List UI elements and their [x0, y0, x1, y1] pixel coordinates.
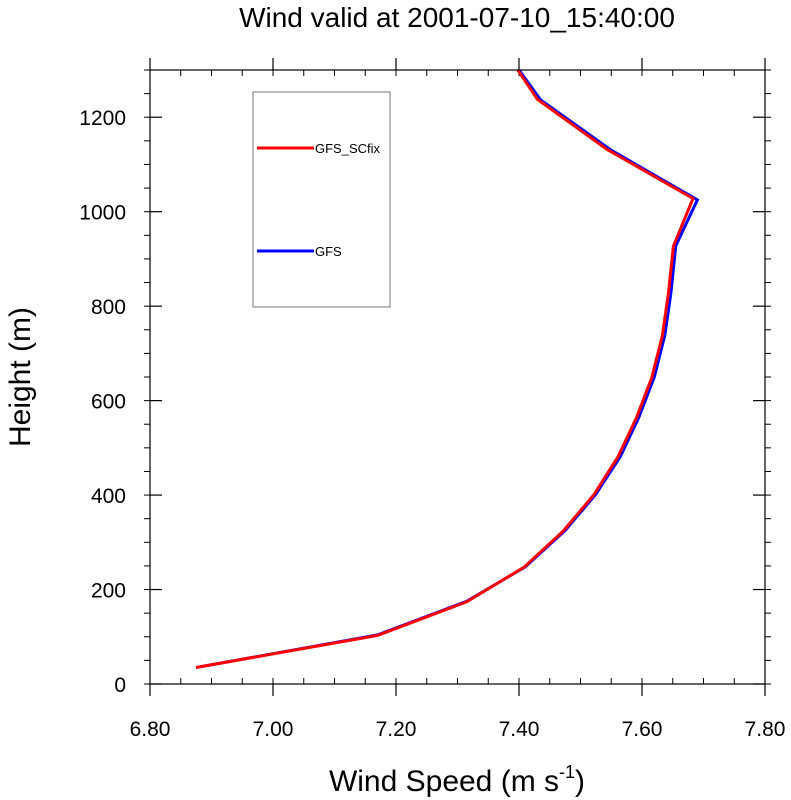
legend-label-gfs-scfix: GFS_SCfix: [315, 141, 381, 156]
x-tick-label: 7.60: [622, 718, 663, 741]
legend-box: [252, 91, 391, 308]
x-tick-label: 7.80: [745, 718, 786, 741]
x-tick-label: 7.40: [499, 718, 540, 741]
x-minor-ticks: [149, 70, 766, 684]
y-minor-ticks: [144, 69, 771, 685]
legend-label-gfs: GFS: [315, 244, 342, 259]
y-tick-label: 400: [91, 485, 126, 508]
x-major-ticks: [149, 58, 766, 696]
y-tick-label: 200: [91, 580, 126, 603]
x-axis-title-tail: ): [575, 765, 585, 798]
x-axis-title-superscript: -1: [559, 762, 575, 782]
x-tick-label: 7.20: [376, 718, 417, 741]
y-major-ticks: [150, 116, 765, 685]
y-tick-label: 1200: [79, 107, 126, 130]
plot-frame: [149, 69, 766, 685]
y-tick-label: 0: [114, 674, 126, 697]
x-tick-labels: 6.80 7.00 7.20 7.40 7.60 7.80: [130, 718, 786, 741]
series-line-gfs-scfix: [195, 69, 695, 669]
x-tick-label: 6.80: [130, 718, 171, 741]
y-tick-labels: 0 200 400 600 800 1000 1200: [79, 107, 126, 697]
series-layer: [195, 69, 700, 669]
y-axis-title: Height (m): [4, 307, 37, 447]
x-axis-title: Wind Speed (m s-1): [329, 762, 585, 798]
y-tick-label: 1000: [79, 202, 126, 225]
y-tick-label: 600: [91, 391, 126, 414]
y-tick-label: 800: [91, 296, 126, 319]
x-axis-title-main: Wind Speed (m s: [329, 765, 559, 798]
chart-title: Wind valid at 2001-07-10_15:40:00: [239, 2, 675, 33]
x-tick-label: 7.00: [253, 718, 294, 741]
